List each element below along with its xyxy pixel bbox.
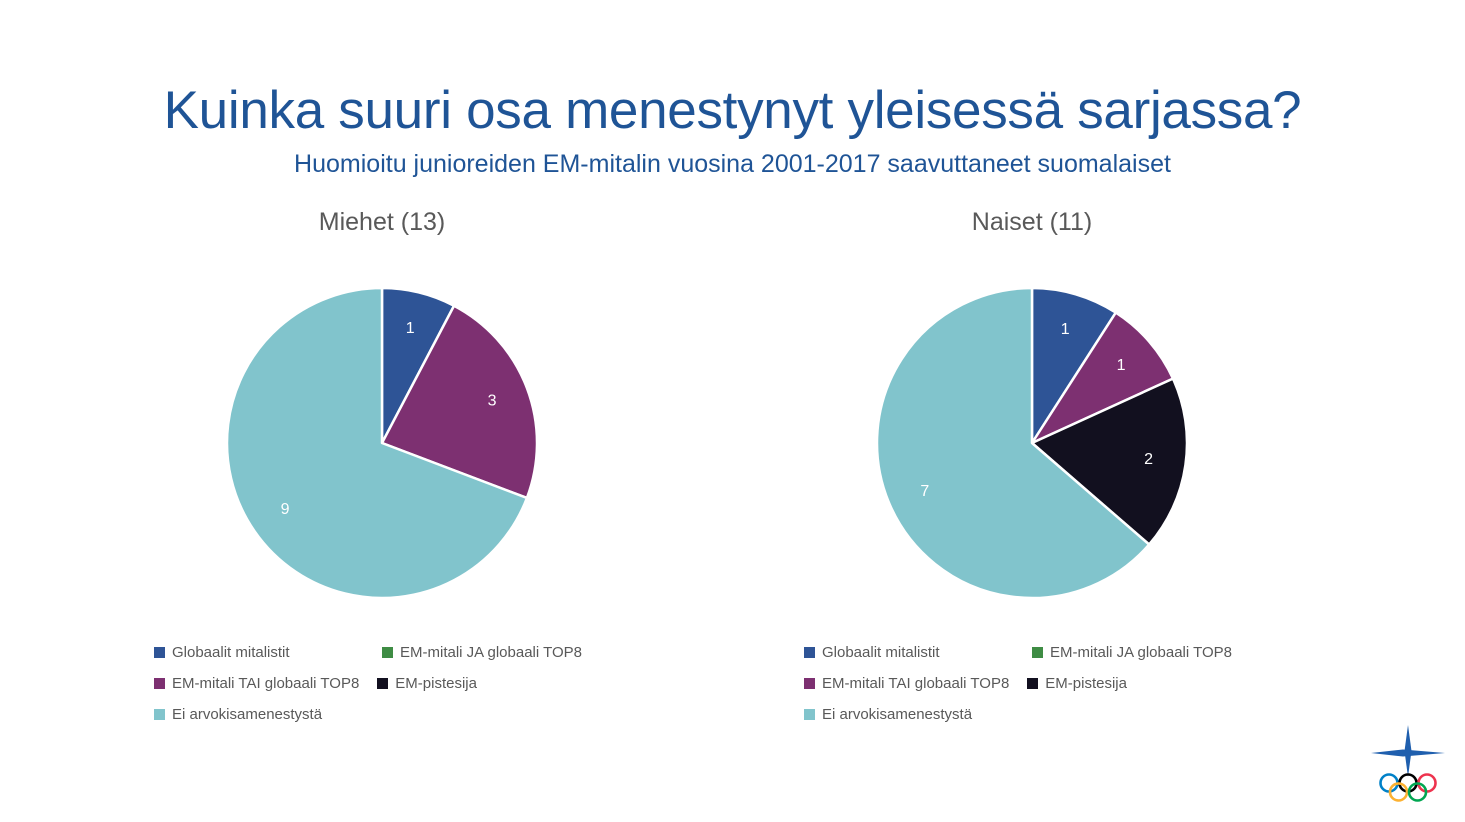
legend-item-em-pistesija[interactable]: EM-pistesija (1027, 675, 1127, 693)
pie-slice-label: 1 (1061, 321, 1070, 338)
legend-label: EM-mitali JA globaali TOP8 (400, 643, 583, 661)
legend-label: Globaalit mitalistit (822, 643, 940, 661)
pie-svg-women: 1 1 2 7 (875, 286, 1189, 600)
legend-item-ei-arvokisamenestysta[interactable]: Ei arvokisamenestystä (154, 706, 322, 724)
legend-row: Globaalit mitalistit EM-mitali JA globaa… (804, 637, 1284, 668)
pie-slice-label: 9 (281, 501, 290, 518)
legend-label: Globaalit mitalistit (172, 643, 290, 661)
legend-item-globaalit-mitalistit[interactable]: Globaalit mitalistit (804, 644, 1032, 662)
legend-swatch-icon (804, 709, 815, 720)
chart-title-men: Miehet (13) (318, 208, 446, 236)
legend-item-globaalit-mitalistit[interactable]: Globaalit mitalistit (154, 644, 382, 662)
legend-item-ei-arvokisamenestysta[interactable]: Ei arvokisamenestystä (804, 706, 972, 724)
pie-slice-label: 3 (488, 392, 497, 409)
legend-row: Ei arvokisamenestystä (154, 699, 634, 730)
legend-item-em-mitali-tai-globaali-top8[interactable]: EM-mitali TAI globaali TOP8 (804, 675, 1009, 693)
chart-title-women: Naiset (11) (971, 208, 1093, 236)
legend-row: EM-mitali TAI globaali TOP8 EM-pistesija (804, 668, 1284, 699)
legend-swatch-icon (1027, 678, 1039, 689)
pie-chart-men: 1 3 9 (62, 283, 702, 603)
nordic-cross-icon (1371, 725, 1445, 777)
legend-row: Ei arvokisamenestystä (804, 699, 1284, 730)
legend-swatch-icon (1032, 647, 1043, 658)
legend-label: EM-mitali TAI globaali TOP8 (172, 674, 360, 692)
pie-slice-label: 1 (406, 320, 415, 337)
legend-item-em-mitali-tai-globaali-top8[interactable]: EM-mitali TAI globaali TOP8 (154, 675, 359, 693)
legend-swatch-icon (154, 647, 165, 658)
pie-slice-women-3[interactable] (875, 286, 1151, 600)
legend-label: EM-mitali JA globaali TOP8 (1050, 643, 1233, 661)
legend-row: EM-mitali TAI globaali TOP8 EM-pistesija (154, 668, 634, 699)
legend-item-em-mitali-ja-globaali-top8[interactable]: EM-mitali JA globaali TOP8 (1032, 644, 1232, 662)
pie-slice-women-0[interactable] (1030, 286, 1118, 445)
pie-slice-men-2[interactable] (225, 286, 529, 600)
legend-label: EM-mitali TAI globaali TOP8 (822, 674, 1010, 692)
pie-slice-women-1[interactable] (1030, 311, 1175, 445)
legend-swatch-icon (804, 678, 815, 689)
legend-swatch-icon (154, 709, 165, 720)
pie-chart-women: 1 1 2 7 (712, 283, 1352, 603)
chart-panel-men: Miehet (13) 1 3 9 Globaalit mitalistit EM-… (62, 205, 702, 765)
pie-svg-men: 1 3 9 (225, 286, 539, 600)
legend-label: EM-pistesija (1045, 674, 1127, 692)
page-subtitle: Huomioitu junioreiden EM-mitalin vuosina… (294, 150, 1171, 178)
pie-slice-label: 2 (1144, 451, 1153, 468)
chart-panel-women: Naiset (11) 1 1 2 7 Globaalit mitalistit EM… (712, 205, 1352, 765)
legend-swatch-icon (154, 678, 165, 689)
legend-item-em-mitali-ja-globaali-top8[interactable]: EM-mitali JA globaali TOP8 (382, 644, 582, 662)
legend-men: Globaalit mitalistit EM-mitali JA globaa… (154, 637, 634, 730)
legend-item-em-pistesija[interactable]: EM-pistesija (377, 675, 477, 693)
legend-label: Ei arvokisamenestystä (822, 705, 973, 723)
logo-svg (1371, 725, 1445, 802)
finnish-olympic-committee-logo (1365, 723, 1451, 809)
legend-swatch-icon (804, 647, 815, 658)
page-title: Kuinka suuri osa menestynyt yleisessä sa… (163, 81, 1302, 140)
legend-swatch-icon (382, 647, 393, 658)
pie-slice-label: 7 (920, 483, 929, 500)
legend-swatch-icon (377, 678, 389, 689)
pie-slice-label: 1 (1117, 357, 1126, 374)
pie-slice-women-2[interactable] (1030, 377, 1189, 546)
legend-label: Ei arvokisamenestystä (172, 705, 323, 723)
pie-slice-men-1[interactable] (380, 304, 539, 500)
olympic-rings-icon (1379, 773, 1437, 802)
legend-row: Globaalit mitalistit EM-mitali JA globaa… (154, 637, 634, 668)
legend-label: EM-pistesija (395, 674, 477, 692)
legend-women: Globaalit mitalistit EM-mitali JA globaa… (804, 637, 1284, 730)
